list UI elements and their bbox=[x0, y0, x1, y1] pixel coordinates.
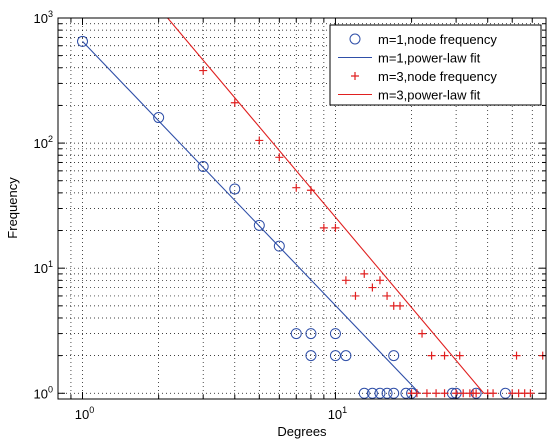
data-point bbox=[305, 328, 317, 340]
data-point bbox=[432, 389, 441, 398]
legend-swatch-marker bbox=[351, 72, 359, 80]
plot-series bbox=[77, 18, 546, 399]
data-point bbox=[340, 350, 352, 362]
data-point bbox=[290, 328, 302, 340]
data-point bbox=[418, 329, 427, 338]
data-point bbox=[255, 136, 264, 145]
data-point bbox=[292, 183, 301, 192]
y-tick-label: 102 bbox=[34, 134, 53, 151]
data-point bbox=[388, 387, 400, 399]
data-point bbox=[375, 276, 384, 285]
grid bbox=[57, 17, 546, 400]
data-point bbox=[512, 351, 521, 360]
data-point bbox=[412, 389, 421, 398]
data-point bbox=[526, 389, 535, 398]
data-point bbox=[358, 387, 370, 399]
data-point bbox=[381, 387, 393, 399]
legend-label: m=3,power-law fit bbox=[378, 88, 481, 103]
legend-swatch-marker bbox=[349, 33, 361, 45]
data-point bbox=[351, 291, 360, 300]
y-axis-label: Frequency bbox=[5, 177, 20, 239]
data-point bbox=[427, 351, 436, 360]
data-point bbox=[366, 387, 378, 399]
fit-line bbox=[82, 41, 420, 394]
data-point bbox=[360, 269, 369, 278]
x-axis-label: Degrees bbox=[277, 424, 327, 439]
data-point bbox=[396, 301, 405, 310]
series-m-3-power-law-fit bbox=[167, 18, 485, 394]
data-point bbox=[341, 276, 350, 285]
axis-tick-labels: 100 101 100 101 102 103 bbox=[34, 9, 348, 422]
data-point bbox=[230, 98, 239, 107]
data-point bbox=[374, 387, 386, 399]
legend-entry: m=3,power-law fit bbox=[338, 88, 481, 103]
legend-label: m=3,node frequency bbox=[378, 69, 497, 84]
data-point bbox=[368, 283, 377, 292]
y-tick-label: 103 bbox=[34, 9, 53, 26]
data-point bbox=[305, 350, 317, 362]
data-point bbox=[440, 389, 449, 398]
series-m-3-node-frequency bbox=[199, 66, 546, 398]
legend-box bbox=[329, 24, 542, 106]
data-point bbox=[273, 240, 285, 252]
x-tick-label: 100 bbox=[75, 405, 94, 422]
x-tick-label: 101 bbox=[328, 405, 347, 422]
data-point bbox=[229, 183, 241, 195]
legend-entry: m=1,node frequency bbox=[349, 32, 497, 47]
y-tick-label: 100 bbox=[34, 384, 53, 401]
data-point bbox=[472, 389, 481, 398]
data-point bbox=[199, 66, 208, 75]
data-point bbox=[440, 351, 449, 360]
fit-line bbox=[167, 18, 485, 394]
data-point bbox=[153, 112, 165, 124]
legend-label: m=1,node frequency bbox=[378, 32, 497, 47]
data-point bbox=[383, 291, 392, 300]
axis-ticks bbox=[57, 17, 546, 400]
data-point bbox=[455, 351, 464, 360]
legend-entry: m=1,power-law fit bbox=[338, 51, 481, 66]
y-tick-label: 101 bbox=[34, 259, 53, 276]
data-point bbox=[197, 160, 209, 172]
data-point bbox=[331, 223, 340, 232]
data-point bbox=[489, 389, 498, 398]
data-point bbox=[319, 223, 328, 232]
series-m-1-power-law-fit bbox=[82, 41, 420, 394]
data-point bbox=[275, 153, 284, 162]
data-point bbox=[388, 350, 400, 362]
data-point bbox=[422, 389, 431, 398]
legend-label: m=1,power-law fit bbox=[378, 51, 481, 66]
legend-entry: m=3,node frequency bbox=[351, 69, 497, 84]
data-point bbox=[329, 328, 341, 340]
data-point bbox=[77, 35, 89, 47]
data-point bbox=[253, 219, 265, 231]
legend: m=1,node frequency m=1,power-law fit m=3,n… bbox=[329, 24, 542, 106]
